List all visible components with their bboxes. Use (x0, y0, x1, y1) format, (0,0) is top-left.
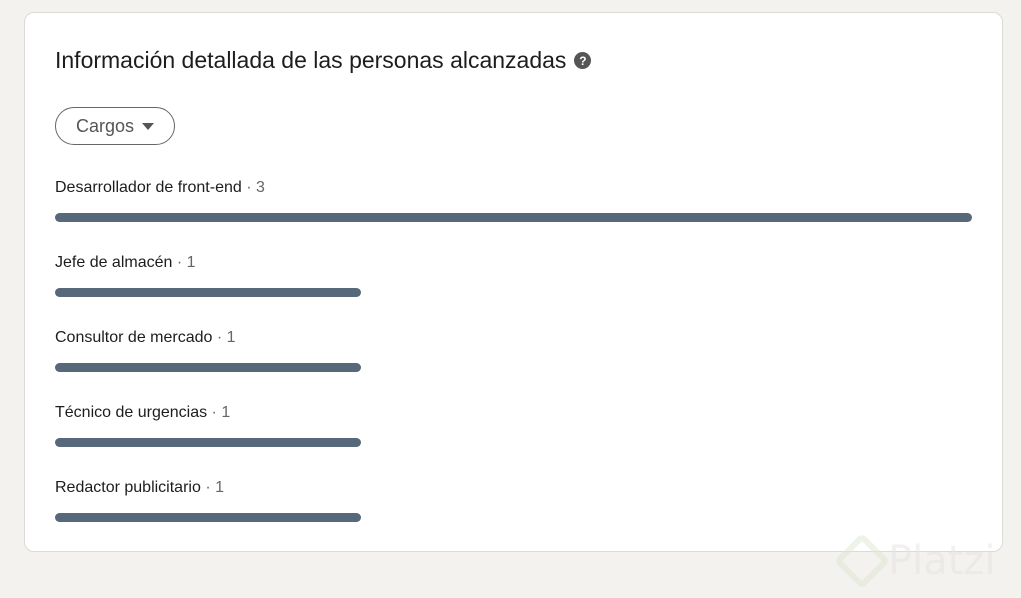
bar-row: Desarrollador de front-end · 3 (55, 179, 975, 222)
bar-row: Redactor publicitario · 1 (55, 479, 975, 522)
watermark-text: Platzi (888, 538, 996, 584)
card-title-text: Información detallada de las personas al… (55, 47, 567, 73)
bar-label: Redactor publicitario · 1 (55, 479, 975, 501)
category-count: · 1 (211, 404, 231, 421)
category-count: · 1 (176, 254, 196, 271)
bar-row: Técnico de urgencias · 1 (55, 404, 975, 447)
reach-details-card: Información detallada de las personas al… (24, 12, 1003, 552)
bar-row: Consultor de mercado · 1 (55, 329, 975, 372)
platzi-logo-icon (833, 532, 891, 590)
caret-down-icon (142, 122, 155, 130)
category-count: · 3 (246, 179, 265, 196)
category-count: · 1 (205, 479, 224, 496)
bar (55, 288, 361, 297)
bar-row: Jefe de almacén · 1 (55, 254, 975, 297)
question-circle-icon[interactable]: ? (574, 52, 592, 69)
category-name: Consultor de mercado (55, 329, 213, 346)
bar (55, 213, 972, 222)
bar-label: Jefe de almacén · 1 (55, 254, 975, 276)
category-count: · 1 (216, 329, 236, 346)
bar (55, 363, 361, 372)
category-name: Jefe de almacén (55, 254, 173, 271)
category-name: Técnico de urgencias (55, 404, 208, 421)
bar (55, 513, 361, 522)
bar-label: Desarrollador de front-end · 3 (55, 179, 975, 201)
bar-label: Consultor de mercado · 1 (55, 329, 975, 351)
category-name: Redactor publicitario (55, 479, 201, 496)
bar-label: Técnico de urgencias · 1 (55, 404, 975, 426)
platzi-watermark: Platzi (833, 532, 996, 590)
dropdown-label: Cargos (76, 115, 135, 136)
card-title: Información detallada de las personas al… (55, 47, 592, 74)
cargos-filter-dropdown[interactable]: Cargos (55, 107, 176, 145)
category-name: Desarrollador de front-end (55, 179, 242, 196)
bar (55, 438, 361, 447)
